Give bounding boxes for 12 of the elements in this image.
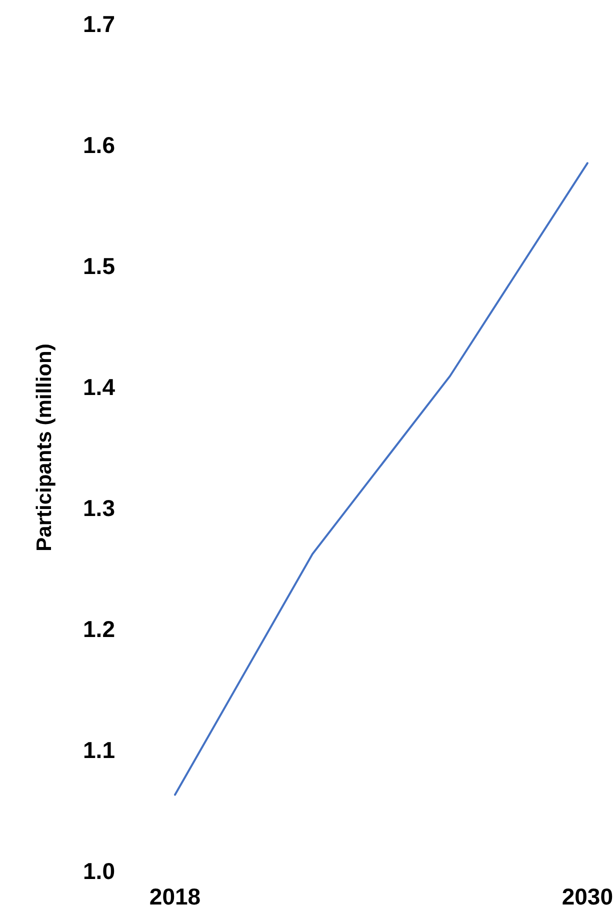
x-tick-label: 2018 [149, 884, 201, 910]
y-tick-label: 1.0 [83, 858, 115, 884]
y-tick-label: 1.4 [83, 374, 116, 400]
y-tick-label: 1.1 [83, 737, 116, 763]
y-tick-label: 1.5 [83, 253, 116, 279]
y-axis-title: Participants (million) [33, 344, 56, 552]
y-tick-label: 1.3 [83, 495, 115, 521]
y-tick-label: 1.2 [83, 616, 115, 642]
y-tick-label: 1.6 [83, 132, 115, 158]
y-tick-label: 1.7 [83, 11, 115, 37]
x-tick-label: 2030 [562, 884, 614, 910]
line-series [174, 162, 588, 796]
